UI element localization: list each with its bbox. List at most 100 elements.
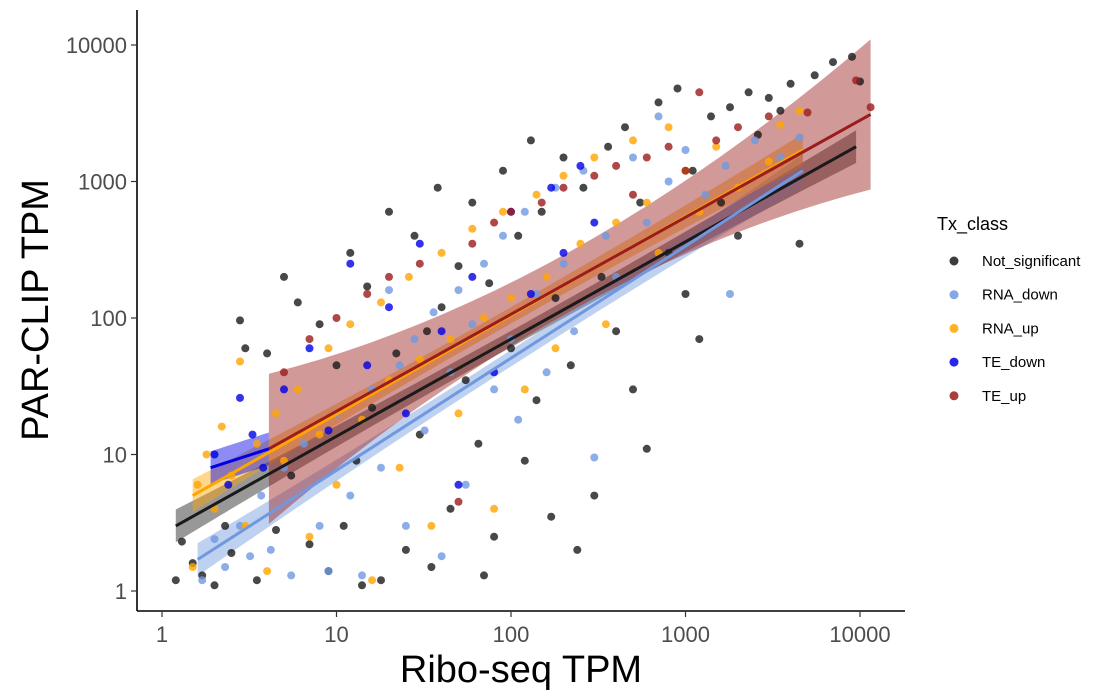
point-rna-up-23 <box>404 272 413 281</box>
point-not-significant-57 <box>597 272 606 281</box>
point-rna-down-19 <box>401 521 410 530</box>
point-not-significant-68 <box>688 166 697 175</box>
point-not-significant-15 <box>305 540 314 549</box>
fit-line-rna-down <box>196 169 804 561</box>
legend-swatch-rna-up <box>949 323 959 333</box>
point-rna-down-21 <box>420 426 429 435</box>
point-not-significant-49 <box>537 207 546 216</box>
point-te-up-7 <box>468 239 477 248</box>
point-not-significant-81 <box>829 58 837 67</box>
point-te-down-14 <box>454 480 463 489</box>
point-rna-up-9 <box>263 567 272 576</box>
point-not-significant-58 <box>604 142 613 151</box>
point-not-significant-56 <box>590 491 599 500</box>
point-te-down-2 <box>236 393 244 402</box>
legend-label-not-significant: Not_significant <box>982 253 1081 270</box>
point-rna-up-29 <box>468 224 477 233</box>
point-rna-down-47 <box>681 146 690 154</box>
point-te-up-21 <box>764 112 773 121</box>
point-rna-down-29 <box>490 385 499 394</box>
point-te-up-14 <box>629 190 637 199</box>
point-rna-up-43 <box>629 136 637 145</box>
point-te-up-13 <box>612 161 621 170</box>
point-rna-down-6 <box>266 545 275 554</box>
y-tick-label-1: 10 <box>103 443 127 468</box>
point-rna-down-35 <box>542 368 551 377</box>
point-rna-down-8 <box>287 571 296 580</box>
point-te-down-7 <box>324 426 333 435</box>
point-rna-down-23 <box>437 552 446 561</box>
point-rna-down-11 <box>324 567 333 576</box>
point-not-significant-43 <box>499 166 507 175</box>
point-rna-down-27 <box>468 320 477 329</box>
point-not-significant-12 <box>280 272 288 281</box>
point-rna-down-33 <box>520 207 529 216</box>
point-not-significant-60 <box>621 123 629 132</box>
point-not-significant-37 <box>461 376 470 385</box>
point-te-down-12 <box>415 239 424 248</box>
point-not-significant-33 <box>433 183 442 192</box>
legend-swatch-not-significant <box>949 256 959 266</box>
point-rna-up-31 <box>490 504 499 513</box>
point-te-down-21 <box>576 161 585 170</box>
point-rna-down-52 <box>776 153 785 162</box>
point-rna-up-25 <box>427 521 436 530</box>
point-not-significant-13 <box>287 471 296 480</box>
point-rna-down-53 <box>795 133 804 142</box>
point-rna-up-37 <box>551 344 560 353</box>
point-rna-down-43 <box>629 153 637 162</box>
point-rna-up-4 <box>217 422 226 431</box>
point-rna-up-8 <box>252 439 261 448</box>
point-rna-down-49 <box>721 161 730 170</box>
point-not-significant-6 <box>227 549 236 557</box>
point-rna-down-2 <box>221 563 230 571</box>
point-te-down-20 <box>559 248 568 257</box>
point-not-significant-64 <box>654 98 663 107</box>
point-not-significant-25 <box>377 576 385 585</box>
point-te-down-1 <box>224 480 233 489</box>
point-te-up-20 <box>734 123 742 132</box>
point-rna-down-14 <box>358 571 366 580</box>
legend-swatch-rna-down <box>949 290 959 300</box>
point-rna-up-35 <box>532 190 541 199</box>
point-te-down-5 <box>280 385 288 394</box>
point-rna-down-51 <box>750 136 759 145</box>
point-te-up-23 <box>852 76 861 85</box>
point-not-significant-45 <box>514 231 523 240</box>
point-rna-down-38 <box>570 327 579 336</box>
y-tick-label-0: 1 <box>115 579 127 604</box>
point-not-significant-50 <box>547 512 556 521</box>
point-rna-up-36 <box>542 272 551 281</box>
point-not-significant-76 <box>764 93 773 102</box>
point-te-down-18 <box>526 290 535 298</box>
point-not-significant-69 <box>695 335 704 344</box>
x-axis-ticks: 1 10 100 1000 10000 <box>156 611 891 647</box>
point-not-significant-28 <box>401 545 410 554</box>
point-not-significant-10 <box>263 349 272 358</box>
point-rna-up-13 <box>305 532 314 541</box>
point-not-significant-63 <box>642 444 651 453</box>
legend-label-rna-down: RNA_down <box>982 287 1058 304</box>
point-not-significant-27 <box>392 349 401 358</box>
point-not-significant-23 <box>363 282 372 291</box>
point-rna-down-40 <box>590 453 599 462</box>
point-rna-down-48 <box>701 190 710 199</box>
point-not-significant-48 <box>532 396 541 405</box>
point-not-significant-61 <box>629 385 637 394</box>
point-not-significant-11 <box>272 526 280 534</box>
point-rna-up-52 <box>776 120 785 129</box>
point-rna-down-44 <box>642 218 651 227</box>
point-rna-down-37 <box>559 259 568 268</box>
point-not-significant-16 <box>315 320 324 329</box>
point-rna-up-22 <box>395 463 404 472</box>
point-te-up-4 <box>385 272 393 281</box>
legend-label-rna-up: RNA_up <box>982 320 1039 337</box>
point-not-significant-72 <box>726 103 734 112</box>
point-not-significant-66 <box>673 84 682 93</box>
point-rna-down-22 <box>429 308 438 317</box>
point-rna-up-20 <box>377 298 385 307</box>
legend-title: Tx_class <box>937 214 1008 235</box>
point-rna-up-16 <box>332 480 341 489</box>
point-rna-up-26 <box>437 248 446 257</box>
point-not-significant-1 <box>177 537 186 546</box>
